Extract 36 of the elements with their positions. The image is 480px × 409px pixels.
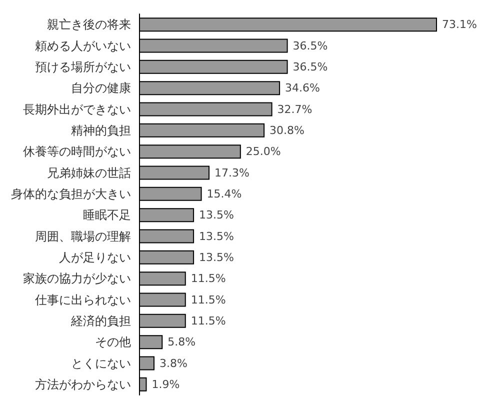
data-label: 11.5% — [190, 272, 226, 286]
y-tick-label: 精神的負担 — [71, 123, 131, 138]
data-label: 17.3% — [214, 166, 250, 180]
y-tick-label: 睡眠不足 — [83, 208, 131, 222]
data-label: 73.1% — [442, 18, 477, 32]
data-label: 13.5% — [199, 208, 234, 222]
y-tick-label: 周囲、職場の理解 — [35, 229, 131, 244]
y-tick-label: 家族の協力が少ない — [23, 272, 131, 286]
data-label: 13.5% — [199, 250, 234, 264]
data-label: 11.5% — [190, 293, 226, 306]
y-tick-label: 兄弟姉妹の世話 — [47, 166, 131, 180]
y-tick-label: 仕事に出られない — [34, 292, 131, 307]
data-label: 25.0% — [246, 145, 281, 158]
data-label: 32.7% — [277, 102, 312, 116]
data-label: 30.8% — [270, 124, 305, 137]
y-tick-label: 経済的負担 — [70, 314, 131, 328]
y-tick-label: 預ける場所がない — [35, 60, 131, 74]
y-tick-label: 休養等の時間がない — [23, 144, 131, 159]
y-tick-label: 自分の健康 — [71, 81, 131, 96]
y-tick-label: 親亡き後の将来 — [47, 18, 131, 32]
data-label: 15.4% — [206, 187, 242, 200]
data-label: 5.8% — [168, 336, 196, 349]
data-label: 13.5% — [199, 230, 234, 243]
data-label: 11.5% — [190, 314, 226, 328]
y-tick-label: 長期外出ができない — [23, 102, 131, 116]
y-tick-label: 身体的な負担が大きい — [11, 186, 131, 201]
y-tick-label: とくにない — [71, 356, 131, 370]
y-tick-label: 人が足りない — [59, 250, 131, 264]
data-label: 36.5% — [292, 60, 328, 74]
y-tick-label: 方法がわからない — [35, 377, 131, 392]
data-label: 36.5% — [292, 39, 328, 52]
y-tick-label: 頼める人がいない — [35, 38, 131, 53]
data-label: 3.8% — [159, 356, 188, 370]
data-label: 1.9% — [152, 378, 180, 391]
y-tick-label: その他 — [95, 335, 131, 350]
data-label: 34.6% — [285, 82, 320, 95]
